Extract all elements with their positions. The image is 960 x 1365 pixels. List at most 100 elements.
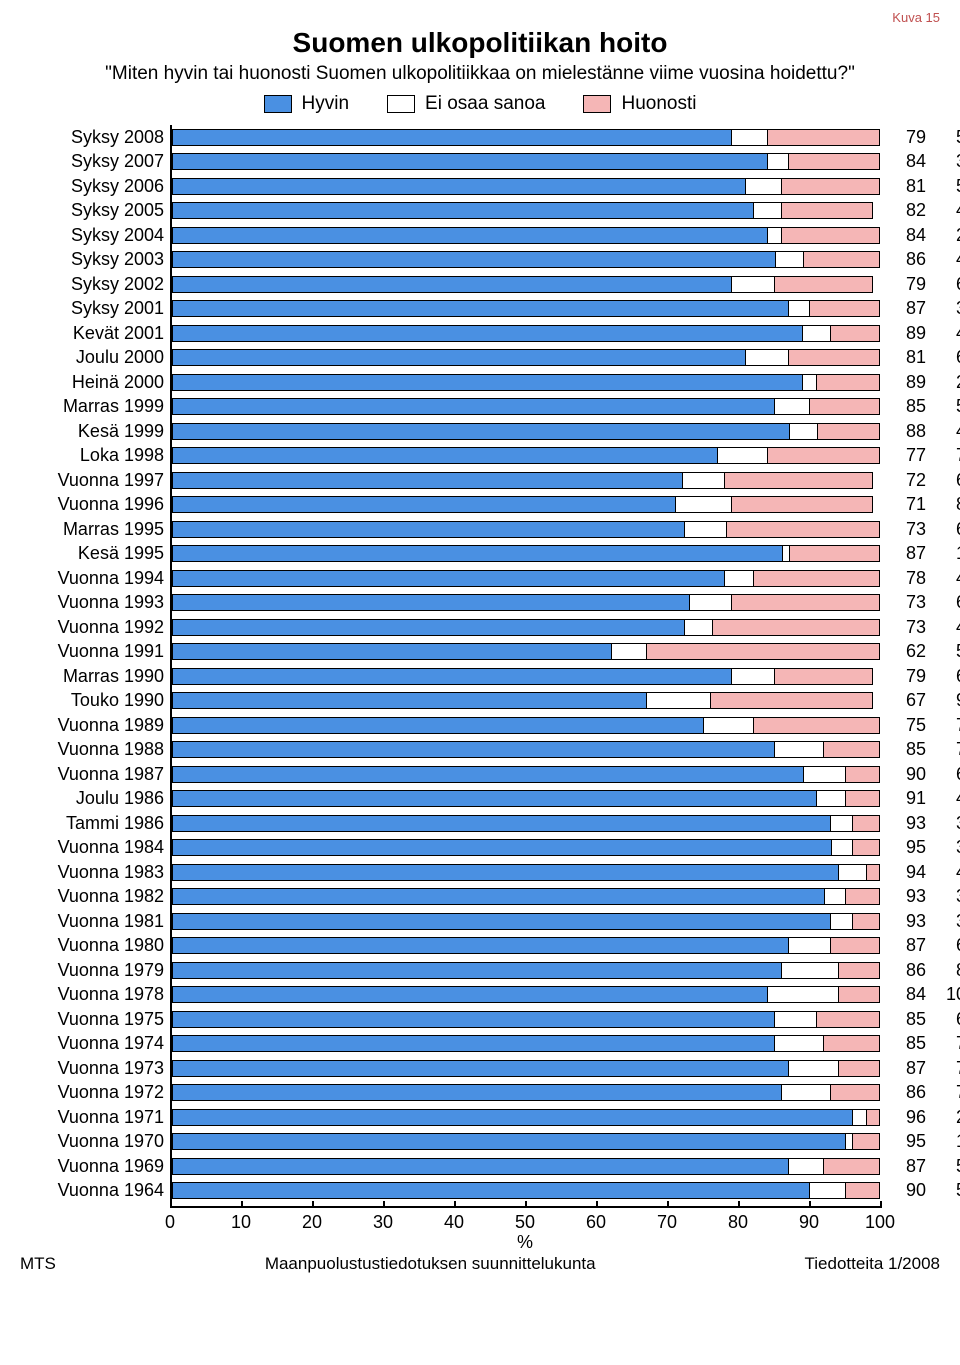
chart-row: Marras 199985510 <box>172 395 880 420</box>
row-values: 9442 <box>880 862 960 883</box>
chart-row: Syksy 200279614 <box>172 272 880 297</box>
bar-track: 9065 <box>172 762 880 787</box>
bar-track: 73424 <box>172 615 880 640</box>
bar-segment <box>172 1182 809 1199</box>
bar-segment <box>753 202 781 219</box>
bar-track: 87310 <box>172 297 880 322</box>
bar-segment <box>731 668 773 685</box>
bar-segments <box>172 129 880 146</box>
bar-segment <box>781 1084 831 1101</box>
bar-track: 73622 <box>172 517 880 542</box>
bar-segment <box>172 129 731 146</box>
bar-segment <box>823 1158 880 1175</box>
bar-segment <box>172 962 781 979</box>
bar-track: 8758 <box>172 1154 880 1179</box>
bar-segment <box>830 937 880 954</box>
bar-segments <box>172 1158 880 1175</box>
chart-row: Kesä 199587113 <box>172 542 880 567</box>
bar-segment <box>838 962 880 979</box>
x-tick-label: 60 <box>586 1212 606 1233</box>
row-values: 8849 <box>880 421 960 442</box>
bar-segment <box>172 790 816 807</box>
bar-track: 75718 <box>172 713 880 738</box>
bar-segment <box>172 202 753 219</box>
row-label: Kesä 1995 <box>27 543 172 564</box>
bar-segment <box>703 717 753 734</box>
bar-segment <box>852 1133 880 1150</box>
row-values: 72621 <box>880 470 960 491</box>
bar-segment <box>724 570 752 587</box>
bar-segment <box>682 472 724 489</box>
bar-segments <box>172 276 880 293</box>
row-label: Vuonna 1992 <box>27 617 172 638</box>
chart-row: Vuonna 199671820 <box>172 493 880 518</box>
chart-row: Syksy 200187310 <box>172 297 880 322</box>
chart-row: Vuonna 199772621 <box>172 468 880 493</box>
bar-segment <box>731 129 766 146</box>
bar-segment <box>845 766 880 783</box>
row-values: 84214 <box>880 225 960 246</box>
bar-segments <box>172 496 880 513</box>
row-label: Vuonna 1981 <box>27 911 172 932</box>
chart-row: Vuonna 199373621 <box>172 591 880 616</box>
row-values: 9055 <box>880 1180 960 1201</box>
bar-segment <box>788 349 880 366</box>
row-label: Vuonna 1991 <box>27 641 172 662</box>
legend-item: Hyvin <box>264 93 350 115</box>
bar-segment <box>646 692 710 709</box>
chart-row: Joulu 19869145 <box>172 787 880 812</box>
row-values: 67923 <box>880 690 960 711</box>
bar-segments <box>172 668 880 685</box>
row-value: 4 <box>926 617 960 638</box>
chart-row: Syksy 200879516 <box>172 125 880 150</box>
row-label: Syksy 2002 <box>27 274 172 295</box>
bar-segment <box>767 227 781 244</box>
bar-track: 84106 <box>172 983 880 1008</box>
row-values: 87113 <box>880 543 960 564</box>
row-value: 90 <box>886 1180 926 1201</box>
bar-segment <box>172 594 689 611</box>
row-value: 85 <box>886 1033 926 1054</box>
row-value: 5 <box>926 1156 960 1177</box>
bar-track: 84214 <box>172 223 880 248</box>
row-label: Heinä 2000 <box>27 372 172 393</box>
x-tick-label: 80 <box>728 1212 748 1233</box>
bar-segments <box>172 227 880 244</box>
bar-segments <box>172 178 880 195</box>
chart-row: Vuonna 19798686 <box>172 958 880 983</box>
bar-track: 9622 <box>172 1105 880 1130</box>
row-value: 73 <box>886 592 926 613</box>
chart-row: Vuonna 199273424 <box>172 615 880 640</box>
bar-track: 8767 <box>172 934 880 959</box>
row-value: 93 <box>886 886 926 907</box>
bar-track: 82413 <box>172 199 880 224</box>
bar-segments <box>172 864 880 881</box>
bar-track: 9334 <box>172 811 880 836</box>
bar-segment <box>845 1182 880 1199</box>
x-axis-label: % <box>517 1232 533 1253</box>
row-label: Syksy 2004 <box>27 225 172 246</box>
bar-segment <box>767 986 838 1003</box>
row-value: 7 <box>926 739 960 760</box>
bar-segment <box>726 521 880 538</box>
bar-segment <box>172 668 731 685</box>
legend-swatch <box>387 95 415 113</box>
bar-segments <box>172 619 880 636</box>
row-value: 3 <box>926 298 960 319</box>
row-values: 8947 <box>880 323 960 344</box>
bar-segments <box>172 913 880 930</box>
bar-segment <box>788 153 880 170</box>
row-value: 3 <box>926 813 960 834</box>
bar-segments <box>172 153 880 170</box>
bar-segment <box>684 521 726 538</box>
bar-track: 85510 <box>172 395 880 420</box>
bar-segments <box>172 1011 880 1028</box>
row-value: 9 <box>926 690 960 711</box>
bar-segment <box>731 594 880 611</box>
row-value: 6 <box>926 1009 960 1030</box>
bar-segment <box>172 643 611 660</box>
bar-track: 8929 <box>172 370 880 395</box>
row-label: Vuonna 1984 <box>27 837 172 858</box>
bar-segment <box>774 276 873 293</box>
bar-segments <box>172 423 880 440</box>
